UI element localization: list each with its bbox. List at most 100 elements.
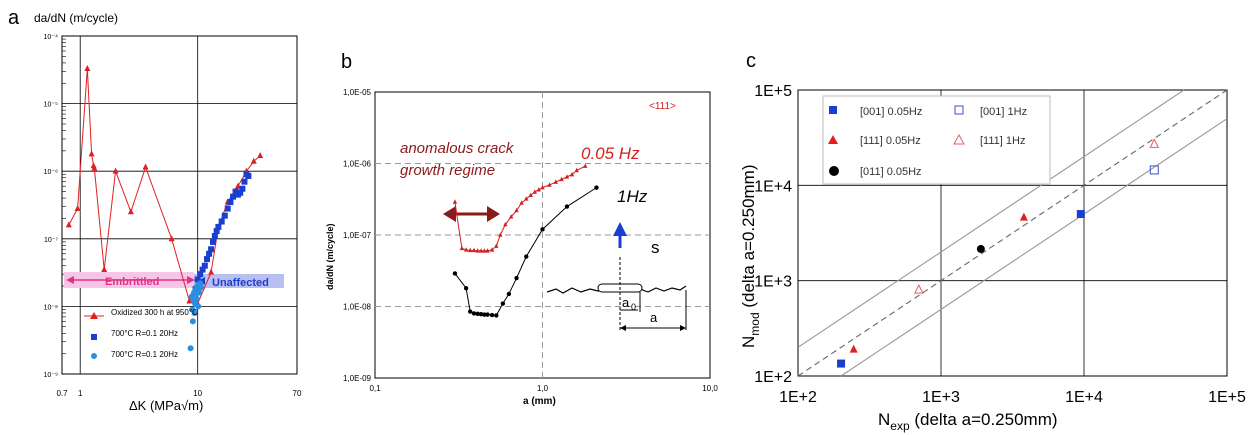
chart-c-point-0 [837,359,846,368]
chart-b-point-0 [503,221,508,227]
chart-a-tick-labels: 10⁻⁴ 10⁻⁵ 10⁻⁶ 10⁻⁷ 10⁻⁸ 10⁻⁹ 0.7 1 10 70 [44,34,302,398]
chart-b: 1,0E-05 1,0E-06 1,0E-07 1,0E-08 1,0E-090,1 1,… [325,88,718,407]
chart-a-point-2 [195,303,202,310]
chart-b-point-1 [489,312,495,318]
chart-c-y-tick: 1E+4 [754,178,792,195]
legend-a-oxidized-label: Oxidized 300 h at 950°C [111,308,198,317]
chart-b-orientation: <111> [649,101,676,112]
chart-a-point-0 [84,64,91,71]
chart-a-y-tick: 10⁻⁷ [44,237,58,244]
chart-a-point-2 [198,284,205,291]
chart-a-point-1 [239,185,246,192]
chart-b-point-1 [564,204,570,209]
reference-line-factor2-lower [840,118,1228,377]
chart-b-point-1 [485,312,490,317]
chart-b-point-1 [467,309,473,314]
regime-arrow-left-head [443,206,456,222]
chart-b-point-1 [478,312,484,317]
chart-c: 1E+5 1E+4 1E+3 1E+2 1E+2 1E+3 1E+4 1E+5 Nmod (d… [739,83,1246,433]
chart-c-x-tick: 1E+2 [779,389,817,406]
legend-c-111-005-marker [828,135,838,144]
chart-a-point-1 [241,178,248,185]
chart-a-point-2 [189,318,196,325]
chart-a-point-0 [65,221,72,228]
chart-c-point-0 [1076,210,1085,219]
chart-a-y-label: da/dN (m/cycle) [34,11,118,25]
chart-b-point-0 [583,163,588,168]
chart-b-point-1 [524,254,529,259]
chart-a-point-2 [196,289,203,296]
a-dimension-right-head [680,325,686,331]
legend-a-square-label: 700°C R=0.1 20Hz [111,329,178,338]
panel-label-a: a [8,7,20,29]
a-dimension-left-head [620,325,626,331]
chart-b-point-1 [514,275,519,281]
chart-a-grid [62,36,297,374]
chart-b-point-0 [524,196,529,201]
legend-c-011-005-label: [011] 0.05Hz [860,166,922,178]
legend-c-111-1-marker [953,133,965,145]
embrittled-arrow-right-head [187,276,195,284]
chart-b-point-0 [514,207,519,213]
chart-a-point-1 [245,172,252,179]
chart-b-point-0 [489,247,495,252]
chart-a-point-1 [211,233,218,240]
chart-b-point-0 [547,182,552,187]
unaffected-label: Unaffected [212,277,269,289]
chart-b-point-0 [485,248,490,253]
embrittled-label: Embrittled [105,276,159,288]
legend-c-111-005-label: [111] 0.05Hz [860,135,921,147]
chart-b-point-1 [471,311,477,316]
chart-a-point-1 [213,228,220,235]
chart-b-point-0 [569,171,575,177]
chart-a-x-tick: 70 [293,389,302,398]
chart-c-point-2 [849,344,858,353]
chart-a-point-0 [112,167,119,174]
chart-b-point-0 [536,187,541,192]
chart-a-point-1 [218,218,225,225]
chart-b-annotation-line2: growth regime [400,162,495,179]
chart-b-series [452,163,599,318]
chart-a-point-1 [230,193,237,200]
chart-b-point-1 [540,227,545,232]
legend-c-001-1-marker [954,105,964,115]
legend-a-square-marker [91,334,97,340]
chart-b-tick-labels: 1,0E-05 1,0E-06 1,0E-07 1,0E-08 1,0E-090,1 1,… [343,88,718,393]
chart-a-point-2 [187,345,194,352]
chart-a-x-tick: 10 [193,389,202,398]
chart-c-y-tick: 1E+5 [754,83,792,100]
chart-b-x-tick: 1,0 [537,384,549,393]
chart-b-point-0 [553,179,558,184]
chart-a-y-tick: 10⁻⁹ [44,372,58,379]
chart-c-legend: [001] 0.05Hz [001] 1Hz [111] 0.05Hz [111… [822,95,1051,185]
chart-a-point-0 [101,266,108,273]
chart-c-reference-lines [797,89,1228,377]
chart-c-x-label: Nexp (delta a=0.250mm) [878,410,1058,433]
chart-c-frame [797,89,1228,377]
regime-arrow-right-head [487,206,500,222]
chart-b-point-1 [475,311,480,317]
chart-b-y-tick: 1,0E-09 [343,374,372,383]
legend-a-oxidized-marker [90,312,98,319]
chart-a-point-0 [208,268,215,275]
chart-a-point-0 [91,164,98,171]
chart-c-point-1 [1149,165,1159,175]
chart-a-x-label: ΔK (MPa√m) [129,398,203,413]
chart-a-point-0 [250,157,257,164]
chart-b-point-0 [478,248,484,253]
chart-a-point-2 [191,309,198,316]
chart-b-point-0 [540,184,545,190]
panel-label-c: c [746,50,756,72]
chart-c-legend-box [822,95,1051,185]
embrittled-arrow-left-head [66,276,74,284]
legend-c-001-005-label: [001] 0.05Hz [860,106,922,118]
chart-a-y-tick: 10⁻⁶ [44,169,58,176]
legend-c-001-005-marker [829,106,837,114]
chart-b-label-1hz: 1Hz [617,187,648,206]
reference-line-1to1 [797,89,1228,377]
chart-a-frame [61,35,298,375]
chart-b-point-0 [494,243,499,248]
reference-line-factor2-upper [797,89,1185,348]
chart-b-point-0 [574,167,579,173]
chart-a-point-1 [206,250,213,257]
